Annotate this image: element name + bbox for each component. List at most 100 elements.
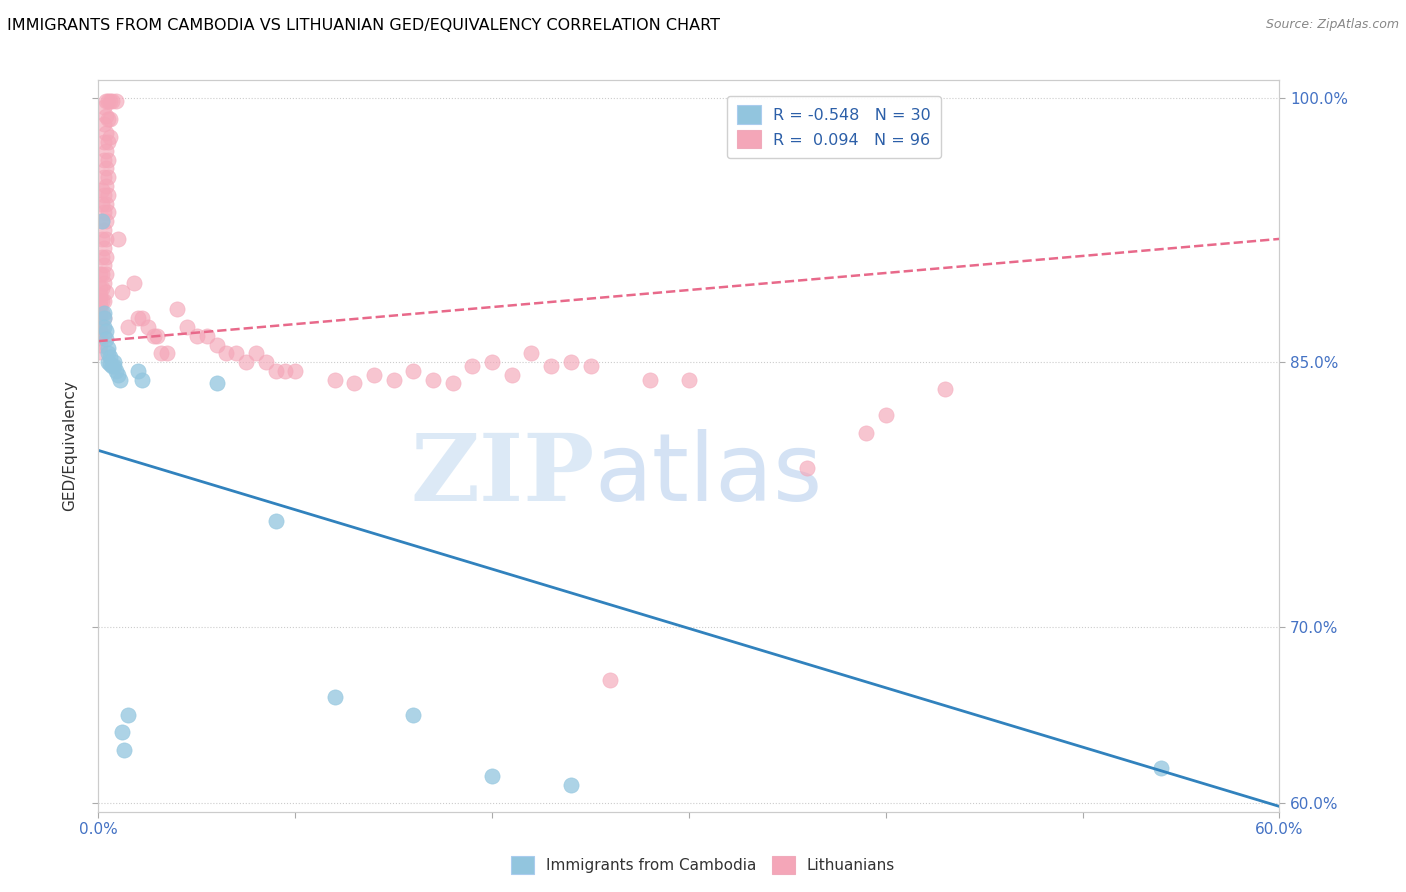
Point [323, 690, 346, 705]
Point [91, 196, 114, 211]
Point [520, 346, 543, 360]
Point [89, 267, 111, 281]
Point [93, 311, 115, 326]
Point [96, 109, 118, 123]
Point [678, 373, 700, 387]
Text: atlas: atlas [595, 429, 823, 521]
Point [195, 329, 218, 343]
Point [131, 373, 153, 387]
Point [101, 359, 124, 373]
Point [540, 359, 562, 373]
Point [205, 376, 228, 391]
Point [93, 170, 115, 185]
Point [284, 364, 307, 378]
Point [560, 778, 582, 792]
Point [402, 364, 425, 378]
Point [89, 337, 111, 351]
Point [934, 382, 956, 396]
Point [97, 346, 120, 360]
Point [98, 350, 121, 364]
Point [91, 306, 114, 320]
Point [599, 673, 621, 687]
Point [323, 373, 346, 387]
Point [89, 330, 111, 344]
Point [875, 408, 897, 422]
Point [89, 288, 111, 302]
Point [103, 359, 125, 373]
Point [136, 320, 159, 334]
Point [166, 302, 188, 317]
Point [91, 267, 114, 281]
Point [93, 223, 115, 237]
Point [105, 95, 128, 109]
Point [579, 359, 602, 373]
Text: IMMIGRANTS FROM CAMBODIA VS LITHUANIAN GED/EQUIVALENCY CORRELATION CHART: IMMIGRANTS FROM CAMBODIA VS LITHUANIAN G… [7, 18, 720, 33]
Text: ZIP: ZIP [411, 430, 595, 520]
Point [461, 359, 484, 373]
Point [205, 337, 228, 351]
Point [93, 205, 115, 219]
Point [105, 364, 128, 378]
Point [93, 293, 115, 308]
Point [93, 258, 115, 272]
Point [111, 725, 134, 739]
Point [91, 281, 114, 295]
Point [96, 324, 118, 338]
Point [96, 332, 118, 346]
Point [112, 743, 135, 757]
Point [97, 187, 120, 202]
Point [264, 514, 287, 528]
Point [93, 135, 115, 149]
Point [96, 214, 118, 228]
Point [441, 376, 464, 391]
Point [146, 329, 169, 343]
Point [156, 346, 179, 360]
Point [103, 355, 125, 369]
Point [93, 276, 115, 290]
Point [97, 95, 120, 109]
Point [91, 183, 114, 197]
Point [117, 707, 139, 722]
Point [111, 285, 134, 299]
Point [422, 373, 444, 387]
Point [97, 135, 120, 149]
Point [89, 310, 111, 324]
Point [96, 126, 118, 140]
Point [363, 368, 385, 382]
Point [98, 129, 121, 144]
Point [176, 320, 198, 334]
Point [98, 112, 121, 126]
Point [96, 95, 118, 109]
Point [127, 364, 149, 378]
Point [96, 179, 118, 194]
Point [127, 311, 149, 326]
Point [93, 187, 115, 202]
Point [91, 214, 114, 228]
Point [97, 170, 120, 185]
Point [382, 373, 405, 387]
Point [89, 306, 111, 320]
Point [96, 232, 118, 246]
Point [93, 320, 115, 334]
Point [131, 311, 153, 326]
Point [1150, 761, 1173, 775]
Point [117, 320, 139, 334]
Point [150, 346, 173, 360]
Y-axis label: GED/Equivalency: GED/Equivalency [62, 381, 77, 511]
Point [98, 357, 121, 371]
Point [122, 276, 145, 290]
Point [89, 299, 111, 313]
Point [481, 769, 503, 783]
Point [91, 320, 114, 334]
Point [186, 329, 208, 343]
Point [225, 346, 247, 360]
Point [97, 341, 120, 355]
Point [93, 306, 115, 320]
Point [107, 232, 129, 246]
Point [343, 376, 366, 391]
Point [101, 95, 124, 109]
Legend: R = -0.548   N = 30, R =  0.094   N = 96: R = -0.548 N = 30, R = 0.094 N = 96 [727, 95, 941, 158]
Point [481, 355, 503, 369]
Point [96, 250, 118, 264]
Point [93, 100, 115, 114]
